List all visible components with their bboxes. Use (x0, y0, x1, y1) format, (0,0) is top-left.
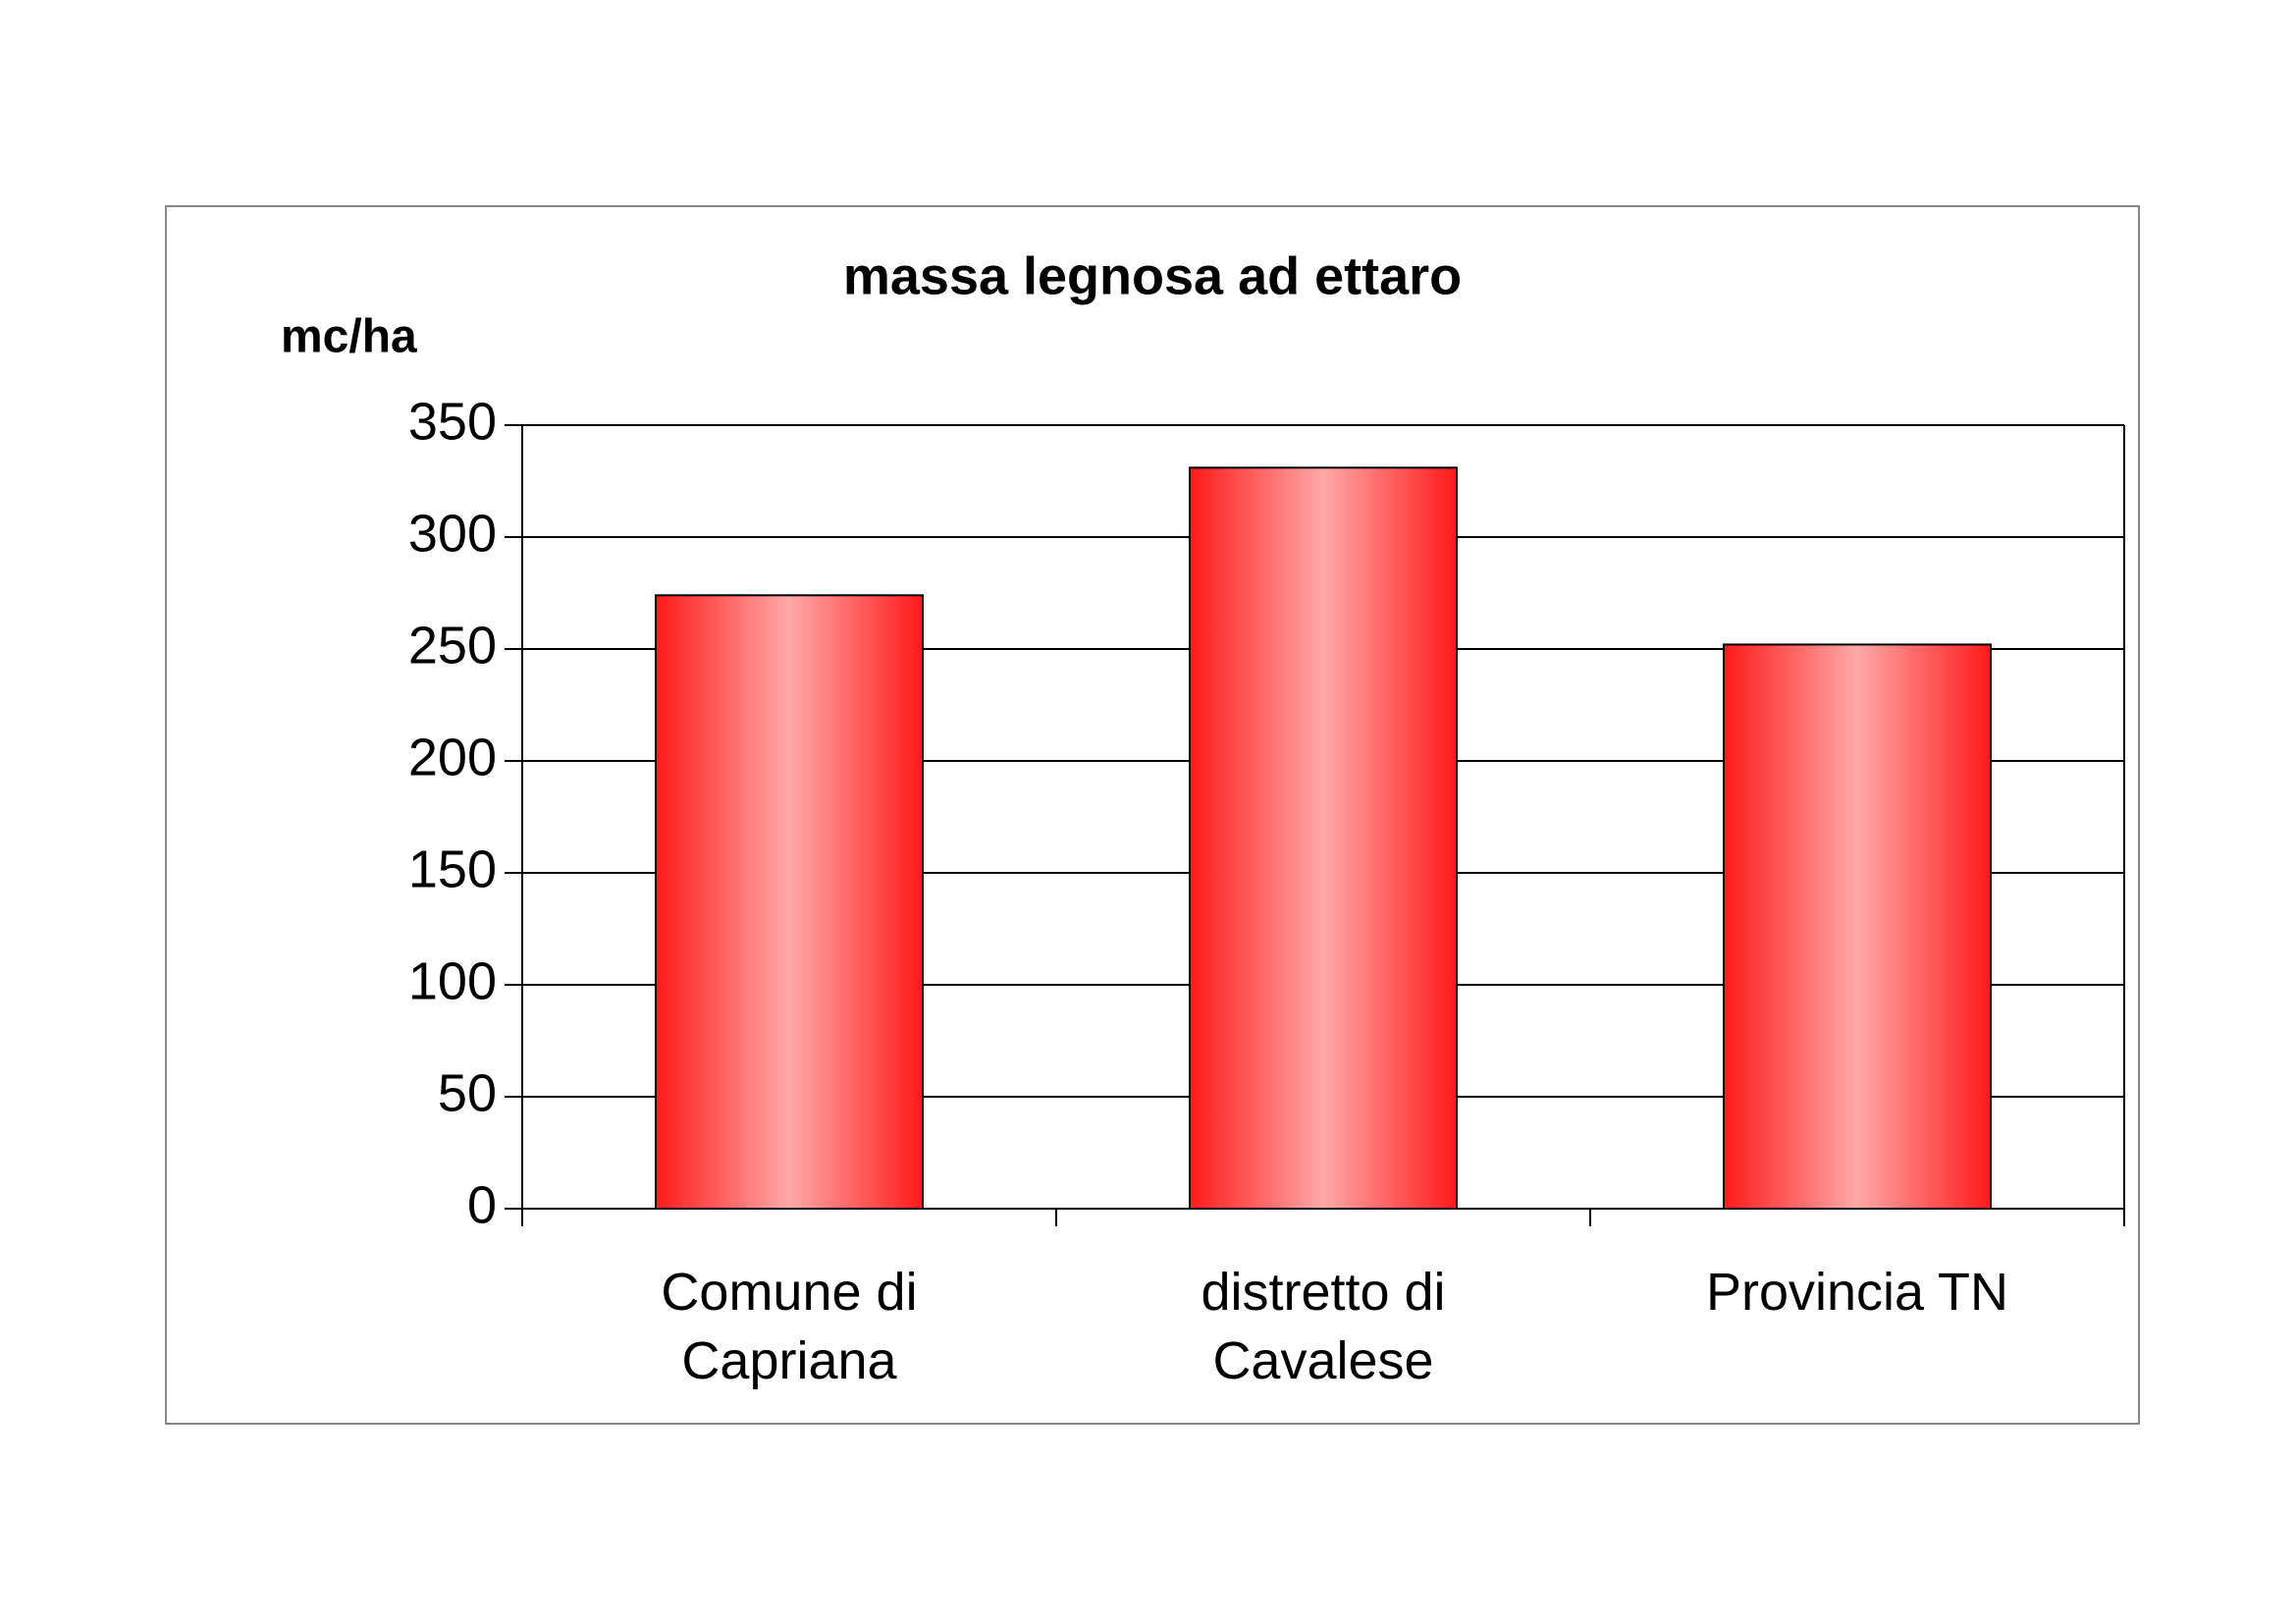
bar (1189, 466, 1458, 1210)
x-tick-label: Comune di Capriana (661, 1263, 918, 1390)
x-tick-label: Provincia TN (1705, 1263, 2009, 1322)
y-axis-label: mc/ha (281, 311, 417, 363)
y-tick-label: 0 (467, 1175, 497, 1234)
y-tick-label: 350 (408, 392, 497, 451)
y-tick-label: 150 (408, 839, 497, 898)
y-tick-label: 200 (408, 728, 497, 786)
bar (655, 594, 924, 1210)
x-tick-label: distretto di Cavalese (1201, 1263, 1446, 1390)
y-tick-label: 100 (408, 951, 497, 1010)
y-tick-label: 50 (438, 1063, 497, 1122)
chart-title: massa legnosa ad ettaro (843, 246, 1462, 305)
y-tick-label: 300 (408, 504, 497, 563)
y-tick-label: 250 (408, 616, 497, 675)
bar (1723, 643, 1992, 1210)
